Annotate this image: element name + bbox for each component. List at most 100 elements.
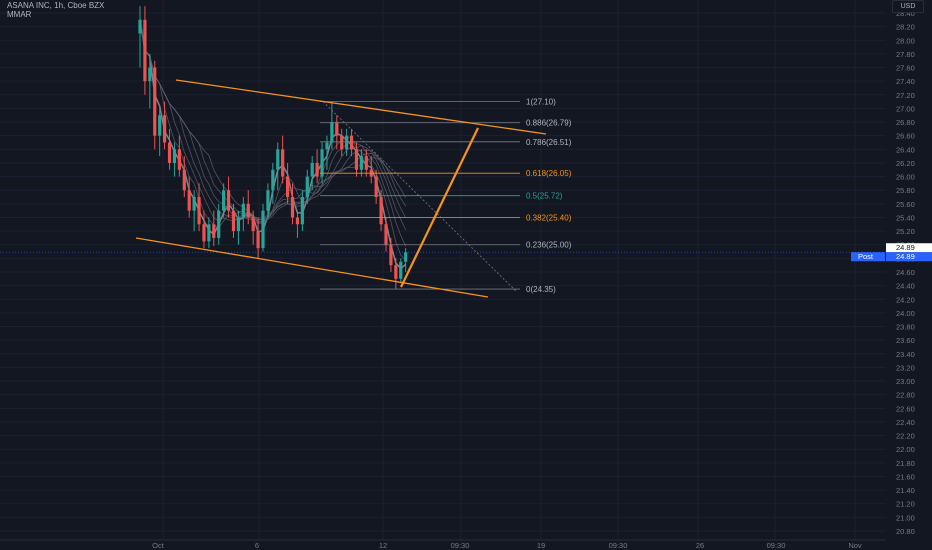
chart-legend: ASANA INC, 1h, Cboe BZX MMAR bbox=[7, 1, 104, 19]
time-tick: 09:30 bbox=[451, 541, 470, 550]
price-tick: 22.60 bbox=[896, 404, 915, 413]
candle-body bbox=[246, 203, 250, 218]
candle-body bbox=[379, 197, 383, 225]
fib-level-label: 1(27.10) bbox=[526, 98, 556, 107]
candle-body bbox=[271, 169, 275, 191]
price-tick: 26.40 bbox=[896, 145, 915, 154]
price-tick: 21.00 bbox=[896, 513, 915, 522]
candle-body bbox=[182, 169, 186, 191]
candle-body bbox=[320, 149, 324, 177]
fib-level-label: 0.5(25.72) bbox=[526, 192, 563, 201]
price-tick: 23.00 bbox=[896, 377, 915, 386]
currency-button[interactable]: USD bbox=[892, 0, 924, 13]
price-tick: 24.20 bbox=[896, 295, 915, 304]
price-tick: 27.40 bbox=[896, 77, 915, 86]
fib-level-label: 0.786(26.51) bbox=[526, 138, 572, 147]
price-tick: 24.40 bbox=[896, 282, 915, 291]
candle-body bbox=[389, 244, 393, 266]
candle-body bbox=[231, 210, 236, 232]
projection-arrow-line[interactable] bbox=[400, 127, 479, 288]
price-tick: 22.20 bbox=[896, 432, 915, 441]
candle-body bbox=[241, 203, 245, 218]
candle-body bbox=[330, 122, 334, 143]
price-tick: 23.80 bbox=[896, 323, 915, 332]
candle-body bbox=[300, 197, 304, 225]
fib-trend-line bbox=[322, 101, 518, 293]
time-tick: 09:30 bbox=[767, 541, 786, 550]
candle-body bbox=[349, 135, 354, 150]
price-tick: 25.80 bbox=[896, 186, 915, 195]
candle-body bbox=[399, 261, 403, 279]
post-badge-label: Post bbox=[858, 252, 874, 261]
candle-body bbox=[276, 149, 280, 170]
price-tick: 28.20 bbox=[896, 23, 915, 32]
candle-body bbox=[226, 190, 231, 211]
symbol-title[interactable]: ASANA INC, 1h, Cboe BZX bbox=[7, 1, 105, 10]
candle-body bbox=[153, 67, 157, 136]
fib-level-label: 0.618(26.05) bbox=[526, 169, 572, 178]
price-axis[interactable]: 28.40 28.20 28.00 27.80 27.60 27.40 27.20 27.00… bbox=[851, 0, 932, 550]
candle-body bbox=[325, 142, 329, 150]
price-tick: 26.00 bbox=[896, 173, 915, 182]
price-tick: 25.20 bbox=[896, 227, 915, 236]
time-axis[interactable]: Oct 6 12 09:30 19 09:30 26 09:30 Nov bbox=[0, 539, 886, 550]
candle-body bbox=[394, 265, 398, 279]
candle-body bbox=[354, 149, 359, 170]
candle-body bbox=[192, 197, 196, 211]
price-tick: 21.40 bbox=[896, 486, 915, 495]
price-tick: 23.20 bbox=[896, 363, 915, 372]
last-price-value: 24.89 bbox=[896, 243, 915, 252]
upper-channel-line[interactable] bbox=[175, 79, 547, 135]
price-tick: 28.00 bbox=[896, 36, 915, 45]
candle-body bbox=[222, 190, 226, 211]
candle-body bbox=[364, 156, 368, 170]
candle-body bbox=[335, 122, 339, 136]
candle-body bbox=[384, 224, 388, 245]
candle-body bbox=[281, 149, 285, 177]
candle-body bbox=[172, 149, 177, 163]
candle-body bbox=[404, 252, 408, 262]
candle-body bbox=[256, 231, 260, 249]
price-tick: 27.80 bbox=[896, 50, 915, 59]
candle-body bbox=[148, 67, 152, 82]
price-tick: 20.80 bbox=[896, 527, 915, 536]
time-tick: 12 bbox=[379, 541, 387, 550]
time-tick: Nov bbox=[848, 541, 862, 550]
time-tick: 19 bbox=[537, 541, 545, 550]
candle-body bbox=[266, 190, 270, 211]
fib-level-label: 0(24.35) bbox=[526, 285, 556, 294]
post-price-tag bbox=[886, 252, 932, 262]
price-tick: 22.40 bbox=[896, 418, 915, 427]
price-tick: 23.60 bbox=[896, 336, 915, 345]
candle-body bbox=[251, 217, 255, 232]
price-tick: 25.60 bbox=[896, 200, 915, 209]
price-axis-bg bbox=[886, 0, 932, 550]
price-tick: 25.40 bbox=[896, 213, 915, 222]
candle-body bbox=[212, 224, 216, 238]
candle-body bbox=[138, 19, 142, 34]
fib-level-label: 0.886(26.79) bbox=[526, 119, 572, 128]
indicator-label[interactable]: MMAR bbox=[7, 10, 32, 19]
candle-body bbox=[236, 217, 240, 232]
candle-body bbox=[158, 115, 162, 136]
time-tick: 09:30 bbox=[609, 541, 628, 550]
candle-body bbox=[177, 149, 181, 170]
post-badge[interactable] bbox=[851, 252, 885, 262]
candle-body bbox=[202, 224, 206, 242]
candle-body bbox=[187, 190, 191, 211]
fib-retracement[interactable]: 1(27.10) 0.886(26.79) 0.786(26.51) 0.618(26… bbox=[320, 98, 572, 294]
last-price-tag bbox=[886, 243, 932, 253]
candle-body bbox=[295, 217, 300, 225]
trend-drawings[interactable] bbox=[135, 79, 547, 298]
post-price-value: 24.89 bbox=[896, 252, 915, 261]
price-tick: 24.00 bbox=[896, 309, 915, 318]
candle-body bbox=[290, 197, 295, 218]
candle-body bbox=[207, 224, 211, 242]
candle-body bbox=[167, 142, 172, 163]
lower-channel-line[interactable] bbox=[135, 237, 489, 298]
price-tick: 27.00 bbox=[896, 104, 915, 113]
price-tick: 22.80 bbox=[896, 391, 915, 400]
price-tick: 26.80 bbox=[896, 118, 915, 127]
candle-body bbox=[340, 135, 344, 150]
